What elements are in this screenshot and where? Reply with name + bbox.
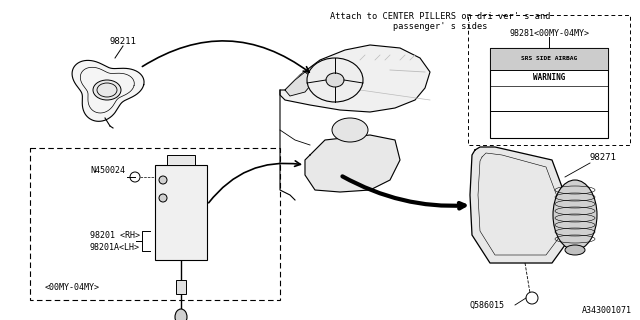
- Text: A343001071: A343001071: [582, 306, 632, 315]
- Ellipse shape: [307, 58, 363, 102]
- Polygon shape: [305, 135, 400, 192]
- Bar: [176, 280, 186, 294]
- Bar: [468, 15, 630, 145]
- Text: 98201 <RH>: 98201 <RH>: [90, 230, 140, 239]
- Polygon shape: [470, 147, 565, 263]
- Bar: [167, 155, 195, 165]
- Text: Q586015: Q586015: [470, 300, 505, 309]
- Text: passenger' s sides: passenger' s sides: [330, 22, 488, 31]
- Ellipse shape: [553, 180, 597, 250]
- Text: WARNING: WARNING: [533, 74, 565, 83]
- Ellipse shape: [159, 194, 167, 202]
- Ellipse shape: [565, 245, 585, 255]
- Ellipse shape: [175, 309, 187, 320]
- Bar: [155, 165, 207, 260]
- Bar: [490, 48, 608, 138]
- Polygon shape: [285, 72, 315, 96]
- Ellipse shape: [332, 118, 368, 142]
- Ellipse shape: [93, 80, 121, 100]
- Text: <00MY-04MY>: <00MY-04MY>: [45, 284, 100, 292]
- Text: 98211: 98211: [109, 37, 136, 46]
- Text: 98281<00MY-04MY>: 98281<00MY-04MY>: [509, 28, 589, 37]
- Ellipse shape: [326, 73, 344, 87]
- Bar: [30, 148, 280, 300]
- Text: 98201A<LH>: 98201A<LH>: [90, 243, 140, 252]
- Ellipse shape: [159, 176, 167, 184]
- Polygon shape: [72, 60, 144, 121]
- Text: SRS SIDE AIRBAG: SRS SIDE AIRBAG: [521, 57, 577, 61]
- Text: 98271: 98271: [590, 153, 617, 162]
- Bar: [490, 70, 608, 86]
- Polygon shape: [280, 45, 430, 112]
- Text: Attach to CENTER PILLERS on dri ver' s and: Attach to CENTER PILLERS on dri ver' s a…: [330, 12, 550, 21]
- Text: N450024: N450024: [90, 166, 125, 175]
- Bar: [490, 48, 608, 70]
